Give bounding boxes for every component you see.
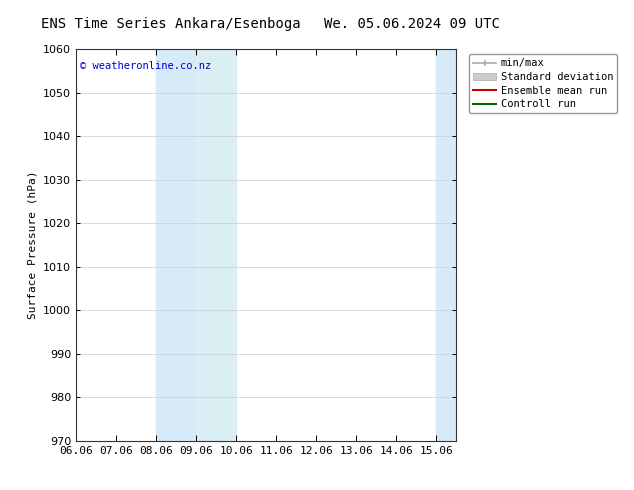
Y-axis label: Surface Pressure (hPa): Surface Pressure (hPa) [27,171,37,319]
Legend: min/max, Standard deviation, Ensemble mean run, Controll run: min/max, Standard deviation, Ensemble me… [469,54,618,114]
Text: We. 05.06.2024 09 UTC: We. 05.06.2024 09 UTC [324,17,500,31]
Bar [436,49,456,441]
Text: © weatheronline.co.nz: © weatheronline.co.nz [80,61,211,71]
Bar [156,49,196,441]
Bar [196,49,236,441]
Text: ENS Time Series Ankara/Esenboga: ENS Time Series Ankara/Esenboga [41,17,301,31]
